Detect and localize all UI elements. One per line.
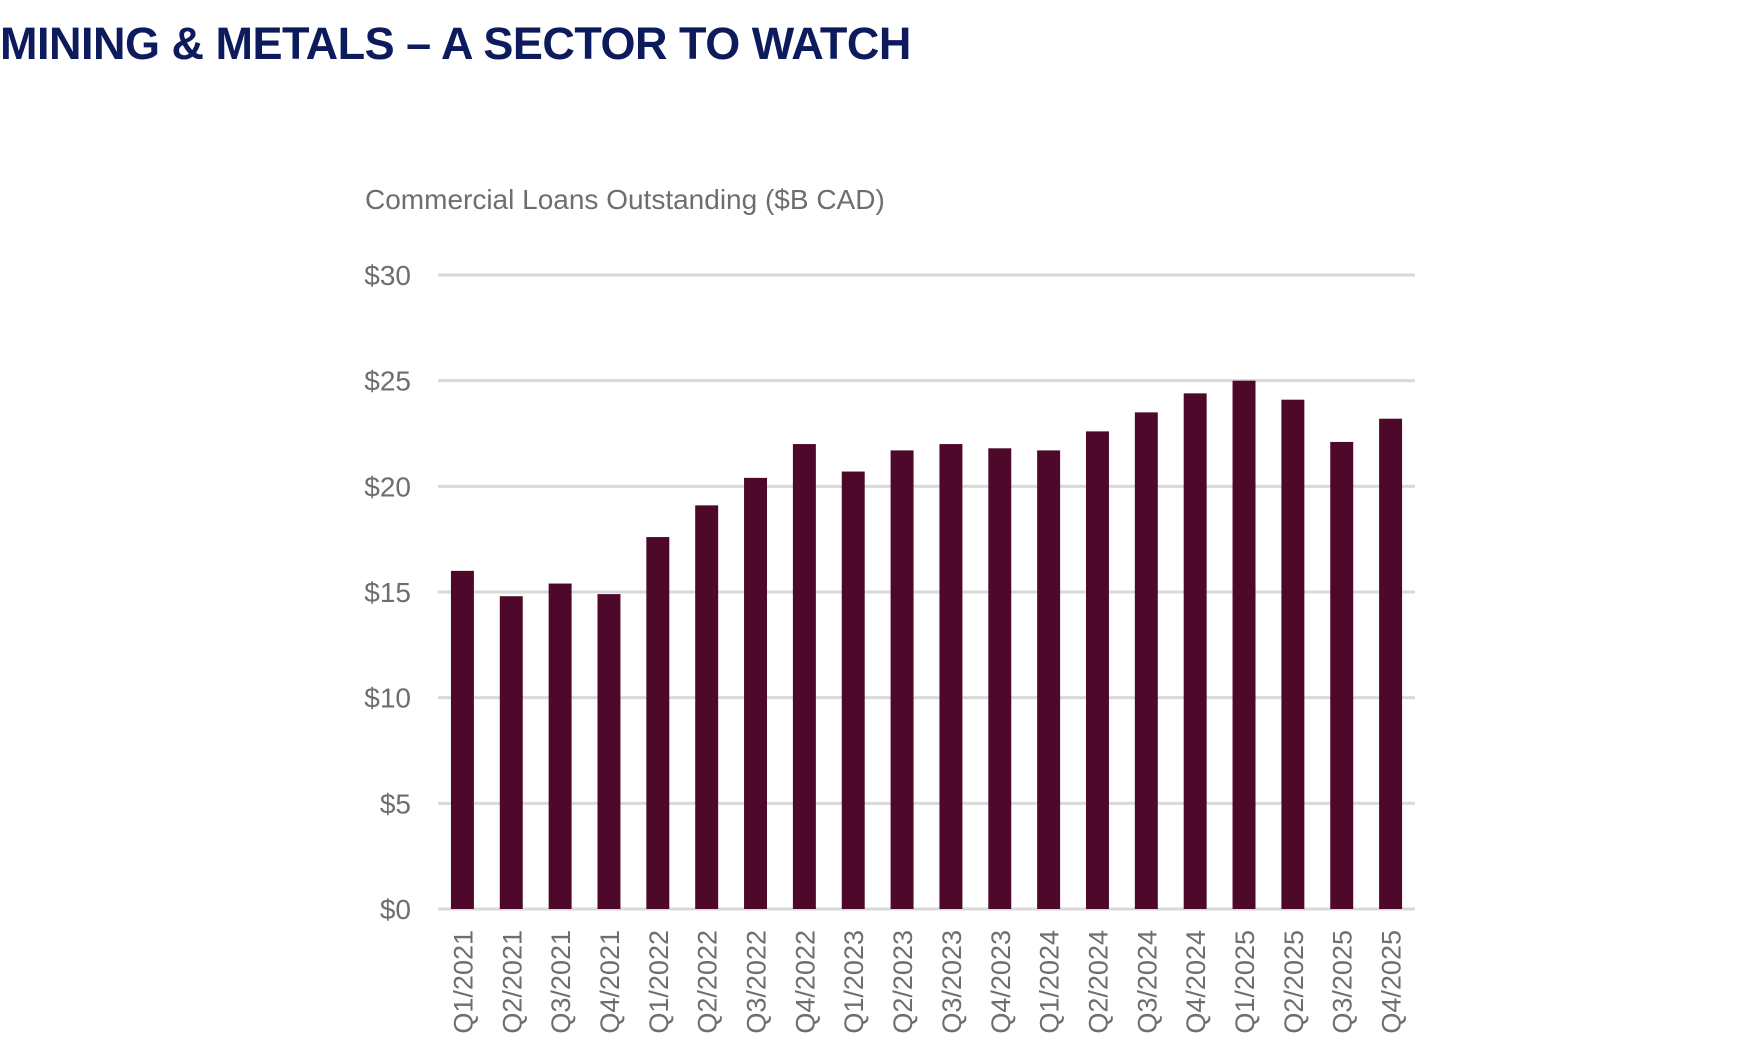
bar	[841, 471, 865, 909]
y-tick-label: $10	[364, 683, 411, 714]
bar	[1134, 412, 1158, 909]
bar	[1379, 418, 1403, 909]
bar	[1085, 431, 1109, 909]
bar	[1330, 441, 1354, 909]
x-axis-ticks: Q1/2021 Q2/2021 Q3/2021 Q4/2021 Q1/2022 Q2/20…	[448, 930, 1406, 1034]
bar	[1183, 393, 1207, 909]
x-tick-label: Q1/2022	[644, 930, 674, 1034]
x-tick-label: Q2/2025	[1279, 930, 1309, 1034]
x-tick-label: Q4/2022	[790, 930, 820, 1034]
chart-title: Commercial Loans Outstanding ($B CAD)	[365, 184, 885, 215]
x-tick-label: Q4/2021	[595, 930, 625, 1034]
x-tick-label: Q3/2021	[546, 930, 576, 1034]
y-tick-label: $15	[364, 577, 411, 608]
x-tick-label: Q1/2023	[839, 930, 869, 1034]
y-tick-label: $30	[364, 260, 411, 291]
bar	[1232, 380, 1256, 910]
x-tick-label: Q4/2023	[986, 930, 1016, 1034]
x-tick-label: Q2/2023	[888, 930, 918, 1034]
x-tick-label: Q2/2024	[1083, 930, 1113, 1034]
x-tick-label: Q2/2022	[693, 930, 723, 1034]
bar	[499, 596, 523, 909]
x-tick-label: Q3/2024	[1132, 930, 1162, 1034]
page-title: MINING & METALS – A SECTOR TO WATCH	[0, 18, 911, 69]
bar	[597, 594, 621, 909]
x-tick-label: Q2/2021	[497, 930, 527, 1034]
y-axis-ticks: $0 $5 $10 $15 $20 $25 $30	[364, 260, 411, 925]
x-tick-label: Q3/2025	[1328, 930, 1358, 1034]
bar	[548, 583, 572, 909]
bar	[450, 570, 474, 909]
bar	[1037, 450, 1061, 909]
bar	[988, 448, 1012, 909]
x-tick-label: Q4/2024	[1181, 930, 1211, 1034]
x-tick-label: Q3/2022	[742, 930, 772, 1034]
bar	[890, 450, 914, 909]
x-tick-label: Q3/2023	[937, 930, 967, 1034]
bars	[450, 380, 1403, 910]
bar	[792, 444, 816, 909]
bar	[695, 505, 719, 909]
bar	[1281, 399, 1305, 909]
x-tick-label: Q1/2025	[1230, 930, 1260, 1034]
bar	[744, 477, 768, 909]
bar	[646, 537, 670, 909]
bar	[939, 444, 963, 909]
x-tick-label: Q1/2024	[1035, 930, 1065, 1034]
y-tick-label: $20	[364, 471, 411, 502]
y-tick-label: $0	[380, 894, 411, 925]
y-tick-label: $5	[380, 788, 411, 819]
gridlines	[438, 273, 1415, 911]
x-tick-label: Q4/2025	[1377, 930, 1407, 1034]
y-tick-label: $25	[364, 366, 411, 397]
x-tick-label: Q1/2021	[448, 930, 478, 1034]
